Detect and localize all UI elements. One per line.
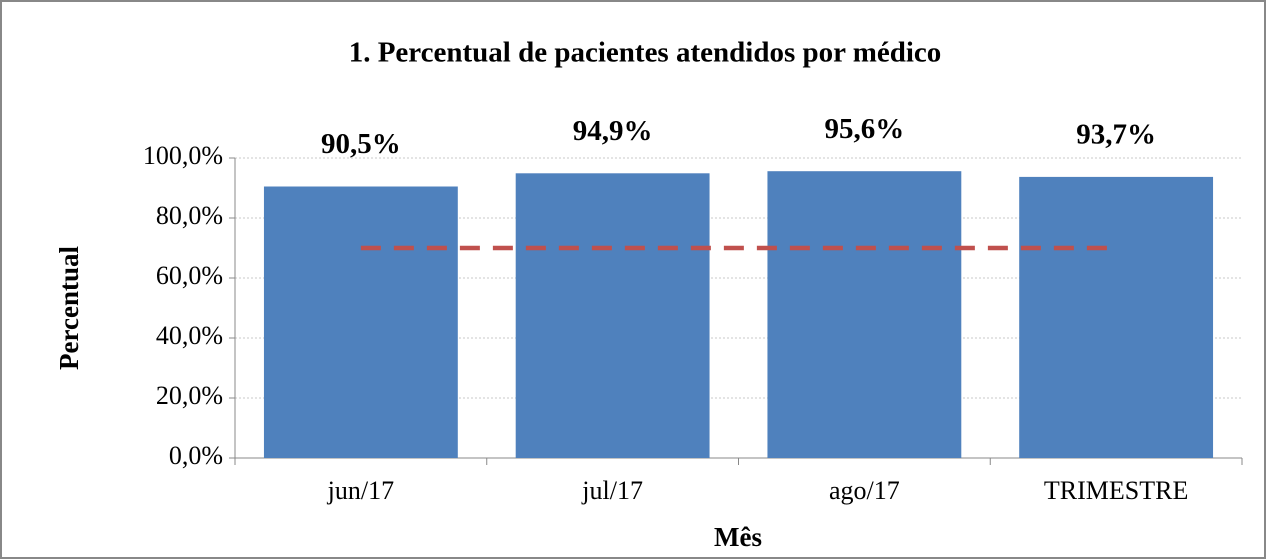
y-tick-label: 100,0% bbox=[143, 141, 223, 170]
y-tick-label: 0,0% bbox=[169, 441, 223, 470]
y-tick-label: 20,0% bbox=[156, 381, 223, 410]
x-axis-label: Mês bbox=[714, 522, 762, 552]
x-tick-label: jul/17 bbox=[581, 476, 643, 505]
x-tick-label: ago/17 bbox=[829, 476, 900, 505]
x-tick-label: jun/17 bbox=[327, 476, 394, 505]
bar bbox=[1019, 176, 1214, 458]
data-label: 90,5% bbox=[321, 128, 401, 160]
x-tick-label: TRIMESTRE bbox=[1044, 476, 1188, 505]
bar bbox=[515, 173, 710, 459]
bar bbox=[767, 171, 962, 458]
y-tick-label: 40,0% bbox=[156, 321, 223, 350]
bar bbox=[263, 186, 458, 458]
y-tick-label: 80,0% bbox=[156, 201, 223, 230]
y-axis-label: Percentual bbox=[54, 246, 84, 370]
data-label: 94,9% bbox=[573, 115, 653, 147]
y-tick-label: 60,0% bbox=[156, 261, 223, 290]
data-label: 95,6% bbox=[825, 113, 905, 145]
chart-title: 1. Percentual de pacientes atendidos por… bbox=[349, 37, 942, 69]
data-label: 93,7% bbox=[1076, 119, 1156, 151]
